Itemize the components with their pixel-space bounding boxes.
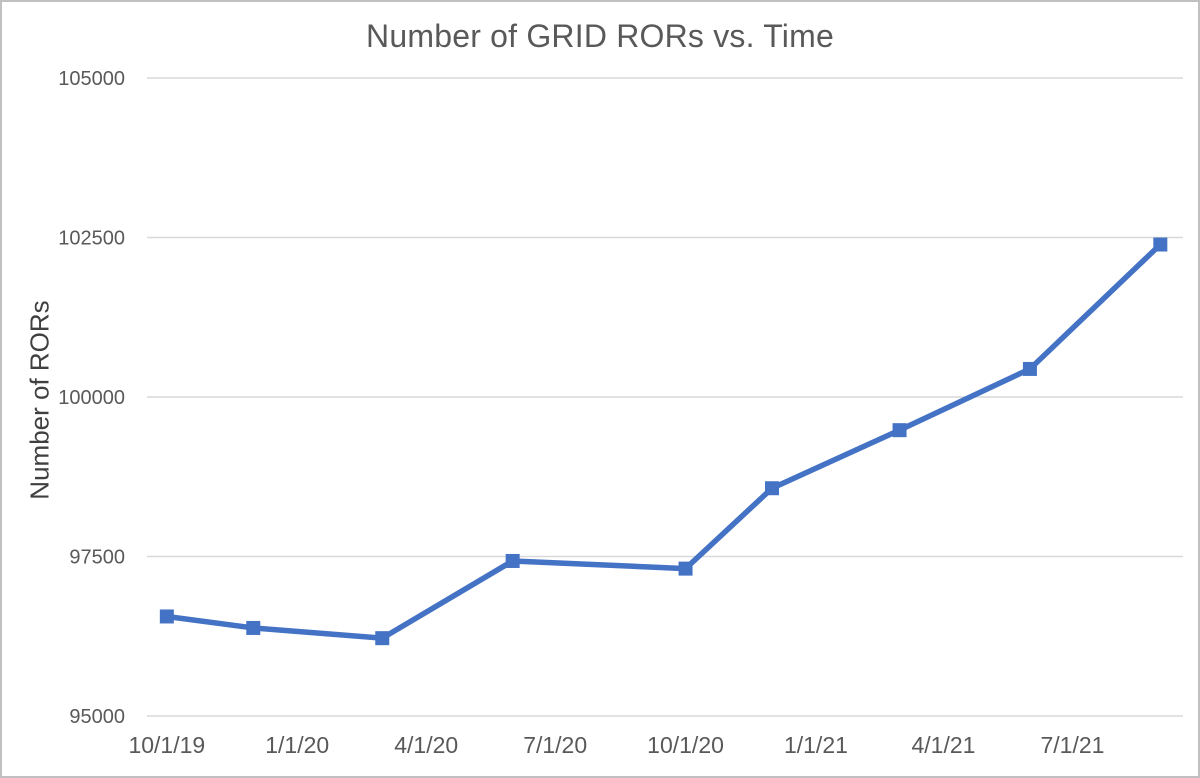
data-point-marker bbox=[765, 481, 780, 496]
x-tick-label: 7/1/21 bbox=[1040, 732, 1104, 758]
x-tick-label: 7/1/20 bbox=[523, 732, 587, 758]
y-tick-label: 105000 bbox=[58, 68, 125, 90]
x-tick-label: 1/1/20 bbox=[265, 732, 329, 758]
x-tick-label: 4/1/21 bbox=[912, 732, 976, 758]
y-tick-label: 100000 bbox=[58, 387, 125, 409]
data-point-marker bbox=[1022, 361, 1037, 376]
data-point-marker bbox=[892, 423, 907, 438]
x-tick-label: 1/1/21 bbox=[784, 732, 848, 758]
y-tick-label: 102500 bbox=[58, 228, 125, 250]
data-point-marker bbox=[246, 620, 261, 635]
chart-title: Number of GRID RORs vs. Time bbox=[366, 18, 834, 54]
data-point-marker bbox=[1153, 237, 1168, 252]
y-tick-label: 97500 bbox=[69, 547, 125, 569]
data-point-marker bbox=[159, 609, 174, 624]
data-point-marker bbox=[678, 561, 693, 576]
data-point-marker bbox=[375, 631, 390, 646]
series-line bbox=[164, 241, 1164, 641]
y-tick-label: 95000 bbox=[69, 706, 125, 728]
x-tick-label: 10/1/20 bbox=[647, 732, 724, 758]
data-point-marker bbox=[505, 553, 520, 568]
x-tick-label: 10/1/19 bbox=[128, 732, 205, 758]
x-tick-label: 4/1/20 bbox=[394, 732, 458, 758]
